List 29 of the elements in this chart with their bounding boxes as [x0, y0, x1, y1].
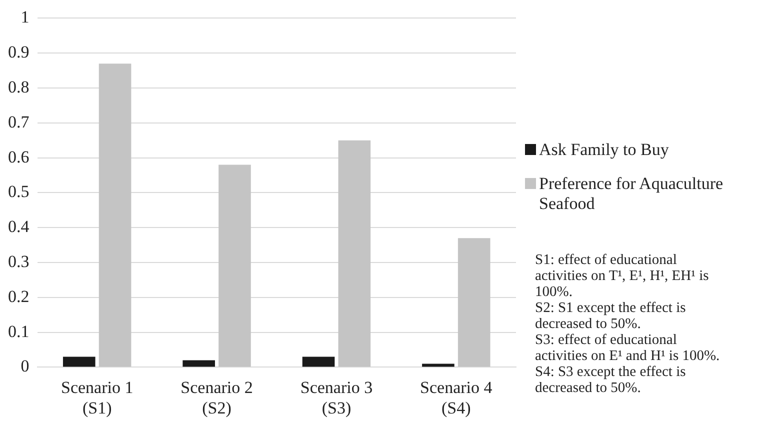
bar	[98, 64, 132, 367]
y-tick-label: 0.5	[8, 182, 30, 202]
x-tick-label: Scenario 3 (S3)	[300, 378, 373, 418]
x-tick-label: Scenario 2 (S2)	[180, 378, 253, 418]
bar	[338, 140, 371, 367]
y-tick-label: 0.7	[8, 112, 30, 132]
y-tick-label: 0.1	[8, 322, 30, 341]
bar	[62, 356, 96, 367]
y-tick-label: 0.3	[8, 252, 30, 271]
text: S3: effect of educational activities on E¹ and H¹ is 100%.	[535, 332, 721, 364]
y-tick-label: 0.8	[8, 77, 30, 96]
x-tick-label: Scenario 1 (S1)	[60, 378, 134, 418]
y-tick-label: 0.2	[8, 286, 30, 306]
y-tick-label: 1	[20, 8, 30, 27]
text: S2: S1 except the effect is decreased to 50%.	[535, 300, 687, 332]
bar	[422, 364, 454, 367]
legend-label: Preference for Aquaculture Seafood	[539, 174, 724, 214]
y-tick-label: 0.6	[8, 147, 30, 166]
bar	[182, 360, 215, 367]
y-tick-label: 0.4	[8, 217, 30, 236]
y-tick-label: 0	[20, 356, 30, 376]
bar	[302, 356, 335, 367]
x-tick-label: Scenario 4 (S4)	[420, 378, 493, 418]
bar	[218, 164, 251, 367]
legend-label: Ask Family to Buy	[539, 140, 669, 160]
bar	[458, 238, 490, 367]
text: S4: S3 except the effect is decreased to 50%.	[535, 364, 687, 396]
y-tick-label: 0.9	[8, 42, 30, 62]
text: S1: effect of educational activities on T¹, E¹, H¹, EH¹ is 100%.	[535, 252, 710, 300]
